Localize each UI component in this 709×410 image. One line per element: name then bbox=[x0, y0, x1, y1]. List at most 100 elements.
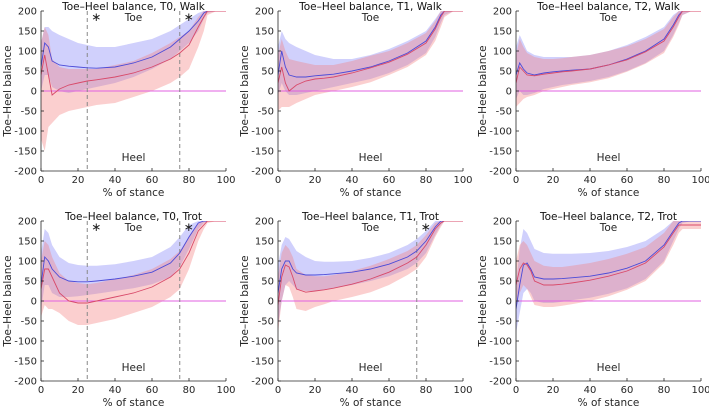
y-tick-label: 0 bbox=[31, 297, 37, 308]
toe-annotation: Toe bbox=[361, 222, 380, 234]
x-tick-label: 0 bbox=[38, 385, 44, 396]
heel-annotation: Heel bbox=[597, 362, 621, 374]
y-tick-label: -200 bbox=[489, 377, 512, 388]
y-tick-label: -200 bbox=[14, 377, 37, 388]
y-tick-label: 0 bbox=[268, 87, 274, 98]
x-tick-label: 20 bbox=[309, 385, 322, 396]
chart-title: Toe–Heel balance, T2, Walk bbox=[536, 1, 681, 13]
y-tick-label: -50 bbox=[496, 317, 512, 328]
y-tick-label: 100 bbox=[255, 257, 274, 268]
x-tick-label: 40 bbox=[109, 175, 122, 186]
x-tick-label: 80 bbox=[183, 385, 196, 396]
x-tick-label: 80 bbox=[420, 385, 433, 396]
x-tick-label: 100 bbox=[691, 175, 709, 186]
y-tick-label: 50 bbox=[261, 277, 274, 288]
toe-annotation: Toe bbox=[361, 12, 380, 24]
x-tick-label: 0 bbox=[513, 385, 519, 396]
x-tick-label: 0 bbox=[275, 385, 281, 396]
y-tick-label: 0 bbox=[268, 297, 274, 308]
chart-title: Toe–Heel balance, T1, Trot bbox=[301, 211, 439, 223]
plot-area bbox=[41, 11, 226, 171]
x-tick-label: 60 bbox=[383, 385, 396, 396]
series-band-blue bbox=[278, 11, 463, 95]
y-axis-label: Toe–Heel balance bbox=[239, 255, 251, 347]
series-band-red bbox=[278, 221, 463, 333]
toe-annotation: Toe bbox=[124, 222, 143, 234]
chart-title: Toe–Heel balance, T0, Walk bbox=[61, 1, 206, 13]
y-tick-label: 150 bbox=[255, 27, 274, 38]
y-tick-label: -50 bbox=[21, 107, 37, 118]
y-axis-label: Toe–Heel balance bbox=[477, 255, 489, 347]
x-tick-label: 0 bbox=[38, 175, 44, 186]
series-mean-red bbox=[278, 221, 463, 306]
series-band-red bbox=[278, 11, 463, 111]
chart-panel: -200 -150 -100 -50 0 50 100 150 200 0 20 40 60 80 100 T… bbox=[2, 211, 236, 409]
x-tick-label: 20 bbox=[72, 385, 85, 396]
x-tick-label: 80 bbox=[658, 175, 671, 186]
y-tick-label: -150 bbox=[14, 357, 37, 368]
series-band-blue bbox=[516, 221, 701, 333]
y-tick-label: 200 bbox=[255, 7, 274, 18]
chart-panel: -200 -150 -100 -50 0 50 100 150 200 0 20 40 60 80 100 T… bbox=[239, 211, 473, 409]
series-band-blue bbox=[41, 11, 226, 93]
y-tick-label: 200 bbox=[493, 7, 512, 18]
y-tick-label: -50 bbox=[21, 317, 37, 328]
series-mean-blue bbox=[278, 221, 463, 294]
y-tick-label: -200 bbox=[489, 167, 512, 178]
x-tick-label: 40 bbox=[584, 385, 597, 396]
y-tick-label: -50 bbox=[258, 107, 274, 118]
series-mean-red bbox=[516, 224, 701, 286]
y-tick-label: 150 bbox=[18, 237, 37, 248]
x-tick-label: 100 bbox=[216, 385, 235, 396]
y-tick-label: -200 bbox=[251, 167, 274, 178]
series-band-red bbox=[516, 221, 701, 309]
chart-panel: -200 -150 -100 -50 0 50 100 150 200 0 20 40 60 80 100 T… bbox=[477, 1, 709, 199]
y-tick-label: -100 bbox=[14, 337, 37, 348]
x-tick-label: 20 bbox=[547, 385, 560, 396]
y-tick-label: 150 bbox=[18, 27, 37, 38]
y-tick-label: 0 bbox=[506, 297, 512, 308]
x-tick-label: 60 bbox=[621, 175, 634, 186]
series-mean-red bbox=[516, 11, 701, 84]
y-tick-label: 150 bbox=[493, 237, 512, 248]
y-tick-label: 200 bbox=[493, 217, 512, 228]
heel-annotation: Heel bbox=[597, 152, 621, 164]
x-tick-label: 80 bbox=[420, 175, 433, 186]
heel-annotation: Heel bbox=[122, 152, 146, 164]
y-tick-label: 100 bbox=[493, 257, 512, 268]
y-tick-label: -200 bbox=[14, 167, 37, 178]
chart-title: Toe–Heel balance, T1, Walk bbox=[298, 1, 443, 13]
y-tick-label: 150 bbox=[493, 27, 512, 38]
x-tick-label: 20 bbox=[309, 175, 322, 186]
significance-star: ∗ bbox=[421, 220, 431, 234]
x-tick-label: 60 bbox=[383, 175, 396, 186]
y-tick-label: 0 bbox=[31, 87, 37, 98]
x-tick-label: 100 bbox=[216, 175, 235, 186]
x-tick-label: 80 bbox=[183, 175, 196, 186]
y-tick-label: 100 bbox=[18, 257, 37, 268]
toe-annotation: Toe bbox=[124, 12, 143, 24]
heel-annotation: Heel bbox=[359, 152, 383, 164]
y-axis-label: Toe–Heel balance bbox=[2, 255, 14, 347]
x-tick-label: 40 bbox=[584, 175, 597, 186]
y-tick-label: 100 bbox=[255, 47, 274, 58]
series-mean-blue bbox=[41, 11, 226, 69]
x-tick-label: 100 bbox=[453, 175, 472, 186]
heel-annotation: Heel bbox=[122, 362, 146, 374]
chart-panel: -200 -150 -100 -50 0 50 100 150 200 0 20 40 60 80 100 T… bbox=[477, 211, 709, 409]
y-tick-label: -50 bbox=[496, 107, 512, 118]
toe-annotation: Toe bbox=[599, 12, 618, 24]
significance-star: ∗ bbox=[184, 220, 194, 234]
chart-panel: -200 -150 -100 -50 0 50 100 150 200 0 20 40 60 80 100 T… bbox=[2, 1, 236, 199]
y-tick-label: -100 bbox=[489, 127, 512, 138]
series-mean-red bbox=[278, 11, 463, 92]
chart-title: Toe–Heel balance, T2, Trot bbox=[539, 211, 677, 223]
y-axis-label: Toe–Heel balance bbox=[2, 45, 14, 137]
plot-area bbox=[516, 221, 701, 333]
x-tick-label: 20 bbox=[72, 175, 85, 186]
y-tick-label: -150 bbox=[489, 357, 512, 368]
y-tick-label: 50 bbox=[499, 67, 512, 78]
series-mean-red bbox=[41, 11, 226, 96]
series-band-blue bbox=[278, 221, 463, 325]
